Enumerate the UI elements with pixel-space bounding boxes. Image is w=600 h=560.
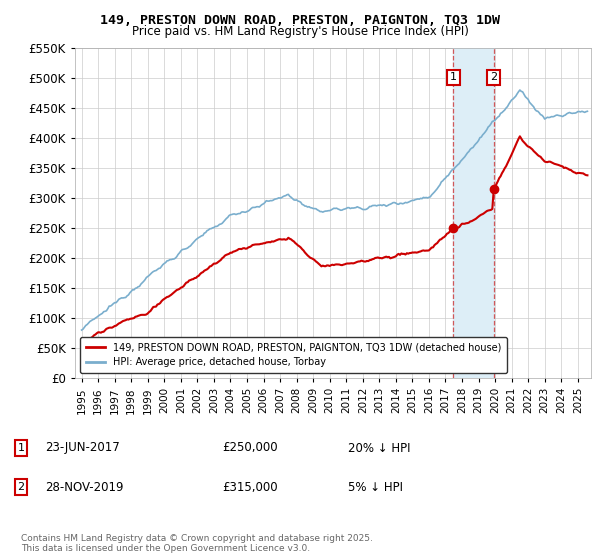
Text: £315,000: £315,000	[222, 480, 278, 494]
Bar	[453, 48, 494, 378]
Text: 20% ↓ HPI: 20% ↓ HPI	[348, 441, 410, 455]
Text: Price paid vs. HM Land Registry's House Price Index (HPI): Price paid vs. HM Land Registry's House …	[131, 25, 469, 38]
Text: 1: 1	[450, 72, 457, 82]
Text: 23-JUN-2017: 23-JUN-2017	[45, 441, 120, 455]
Text: 2: 2	[490, 72, 497, 82]
Legend: 149, PRESTON DOWN ROAD, PRESTON, PAIGNTON, TQ3 1DW (detached house), HPI: Averag: 149, PRESTON DOWN ROAD, PRESTON, PAIGNTO…	[80, 337, 507, 373]
Text: £250,000: £250,000	[222, 441, 278, 455]
Text: 28-NOV-2019: 28-NOV-2019	[45, 480, 124, 494]
Text: 149, PRESTON DOWN ROAD, PRESTON, PAIGNTON, TQ3 1DW: 149, PRESTON DOWN ROAD, PRESTON, PAIGNTO…	[100, 14, 500, 27]
Text: 5% ↓ HPI: 5% ↓ HPI	[348, 480, 403, 494]
Text: 2: 2	[17, 482, 25, 492]
Text: 1: 1	[17, 443, 25, 453]
Text: Contains HM Land Registry data © Crown copyright and database right 2025.
This d: Contains HM Land Registry data © Crown c…	[21, 534, 373, 553]
